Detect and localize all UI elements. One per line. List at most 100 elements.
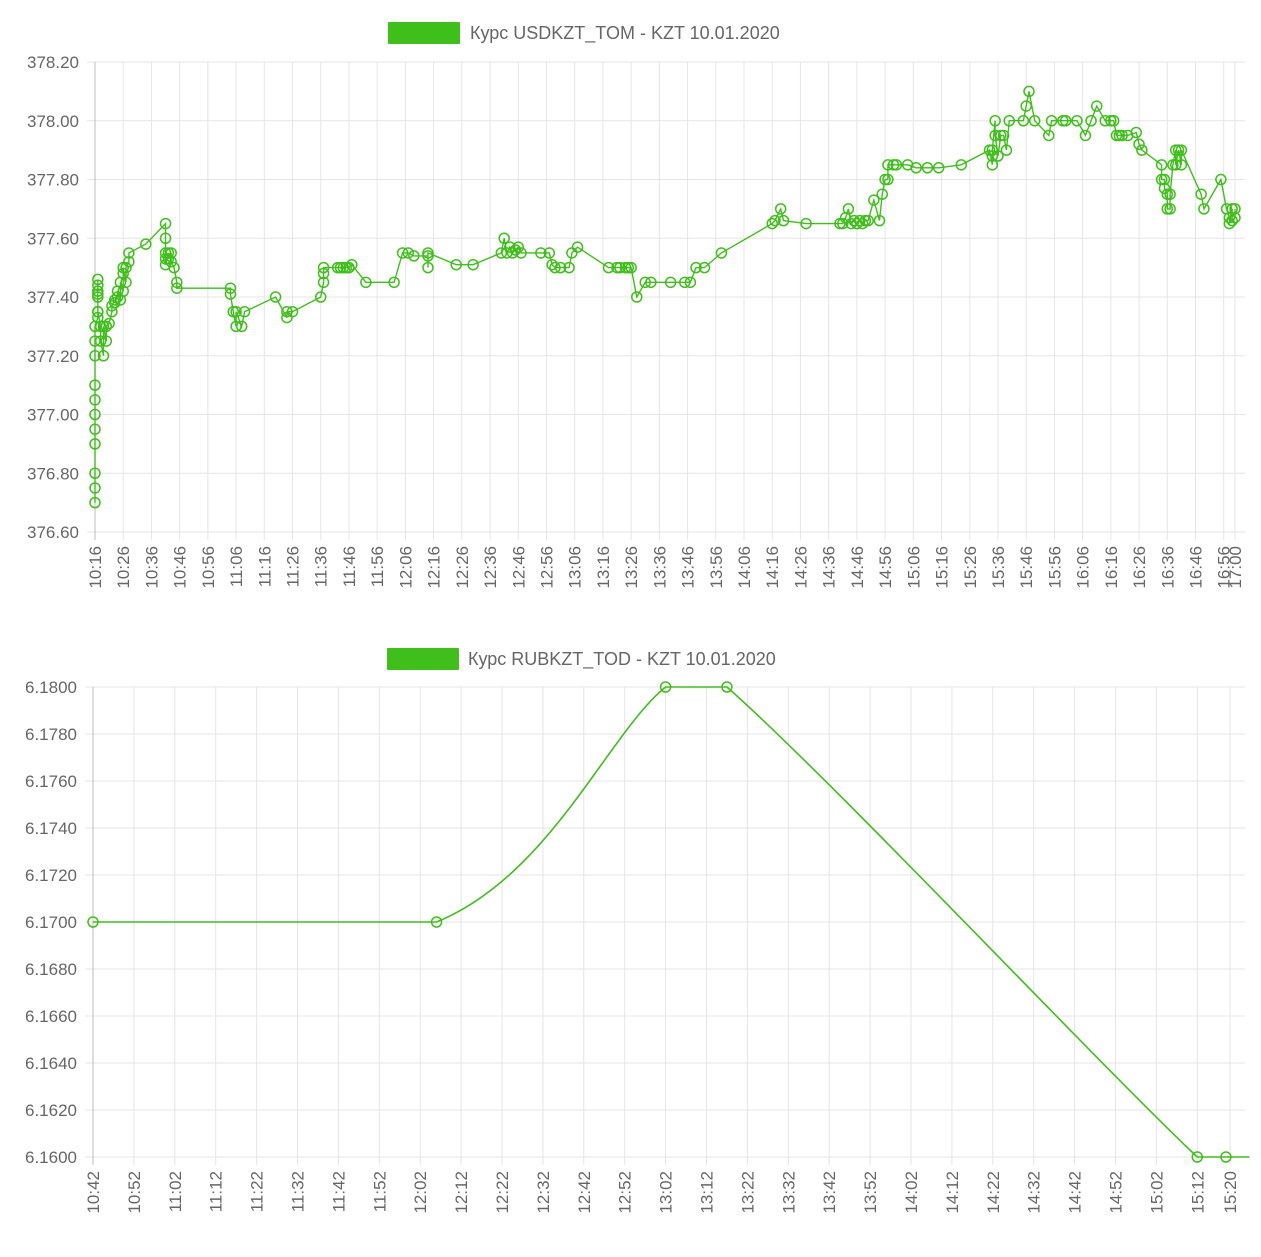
usd-data-point[interactable] [123,256,135,268]
usd-data-point[interactable] [986,150,999,162]
usd-data-point[interactable] [868,194,880,206]
usd-data-point[interactable] [1023,85,1035,98]
rub-data-point[interactable] [721,681,733,693]
rub-data-point[interactable] [1220,1151,1232,1163]
usd-data-point[interactable] [140,238,152,250]
usd-data-point[interactable] [89,438,101,450]
usd-data-point[interactable] [92,279,104,291]
rub-data-point[interactable] [87,916,99,928]
usd-data-point[interactable] [1045,115,1058,127]
usd-data-point[interactable] [1059,115,1072,127]
usd-data-point[interactable] [1003,115,1016,127]
usd-data-point[interactable] [842,203,855,215]
usd-data-point[interactable] [106,300,118,312]
usd-data-point[interactable] [89,350,101,362]
usd-data-point[interactable] [103,317,115,330]
usd-data-point[interactable] [235,320,248,333]
usd-data-point[interactable] [989,129,1001,142]
usd-data-point[interactable] [774,203,787,215]
usd-data-point[interactable] [639,276,651,289]
usd-data-point[interactable] [92,291,104,303]
usd-data-point[interactable] [171,276,183,289]
usd-data-point[interactable] [171,282,183,294]
usd-data-point[interactable] [1107,115,1120,127]
usd-data-point[interactable] [910,162,922,174]
usd-data-point[interactable] [100,335,113,347]
usd-data-point[interactable] [1164,203,1176,215]
usd-data-point[interactable] [1130,126,1142,139]
usd-data-point[interactable] [921,162,934,174]
usd-data-point[interactable] [690,261,702,274]
usd-data-point[interactable] [317,276,330,289]
rub-data-point[interactable] [430,916,443,928]
usd-data-point[interactable] [89,408,101,421]
usd-data-point[interactable] [873,214,886,227]
usd-data-point[interactable] [314,291,327,303]
usd-data-point[interactable] [992,150,1004,162]
usd-data-point[interactable] [1136,144,1148,156]
usd-data-point[interactable] [1085,115,1097,127]
usd-data-point[interactable] [853,214,866,227]
usd-data-point[interactable] [1116,129,1128,142]
usd-data-point[interactable] [92,285,104,297]
usd-data-point[interactable] [495,247,508,259]
usd-data-point[interactable] [89,482,101,494]
usd-data-point[interactable] [1215,173,1227,186]
usd-data-point[interactable] [509,244,522,256]
usd-data-point[interactable] [92,273,104,286]
usd-data-point[interactable] [986,159,999,171]
usd-data-point[interactable] [631,291,643,303]
usd-data-point[interactable] [664,276,677,289]
usd-data-point[interactable] [467,258,479,271]
usd-data-point[interactable] [515,247,527,259]
usd-data-point[interactable] [408,250,420,262]
usd-data-point[interactable] [1175,144,1188,156]
usd-data-point[interactable] [715,247,728,259]
usd-data-point[interactable] [269,291,282,303]
usd-data-point[interactable] [89,423,101,435]
usd-data-point[interactable] [360,276,372,289]
usd-data-point[interactable] [997,129,1010,142]
usd-data-point[interactable] [989,115,1001,127]
usd-data-point[interactable] [1028,115,1041,127]
usd-data-point[interactable] [1090,100,1103,112]
usd-data-point[interactable] [1158,173,1171,186]
usd-data-point[interactable] [1043,129,1055,142]
usd-data-point[interactable] [800,217,812,230]
usd-data-point[interactable] [766,217,778,230]
usd-data-point[interactable] [837,217,849,230]
usd-data-point[interactable] [698,261,711,274]
usd-data-point[interactable] [645,276,657,289]
usd-data-point[interactable] [1175,159,1188,171]
usd-data-point[interactable] [504,241,516,253]
usd-data-point[interactable] [602,261,615,274]
usd-data-point[interactable] [512,241,525,253]
usd-data-point[interactable] [422,250,434,262]
usd-data-point[interactable] [159,232,172,244]
usd-data-point[interactable] [281,305,293,318]
usd-data-point[interactable] [1226,214,1238,227]
usd-data-point[interactable] [165,256,177,268]
usd-data-point[interactable] [224,288,237,300]
usd-data-point[interactable] [862,214,874,227]
usd-data-point[interactable] [932,162,945,174]
usd-data-point[interactable] [1017,115,1030,127]
usd-data-point[interactable] [882,173,894,186]
usd-data-point[interactable] [543,247,556,259]
usd-data-point[interactable] [614,261,626,274]
usd-data-point[interactable] [955,159,968,171]
usd-data-point[interactable] [876,188,889,200]
usd-data-point[interactable] [168,261,180,274]
usd-data-point[interactable] [1071,115,1083,127]
usd-data-point[interactable] [286,305,299,318]
usd-data-point[interactable] [346,258,358,271]
usd-data-point[interactable] [563,261,575,274]
usd-data-point[interactable] [890,159,903,171]
usd-data-point[interactable] [343,261,355,274]
usd-data-point[interactable] [120,261,132,274]
usd-data-point[interactable] [120,276,132,289]
usd-data-point[interactable] [1133,138,1145,150]
usd-data-point[interactable] [1169,159,1182,171]
usd-data-point[interactable] [1020,100,1032,112]
rub-data-point[interactable] [1191,1151,1204,1163]
